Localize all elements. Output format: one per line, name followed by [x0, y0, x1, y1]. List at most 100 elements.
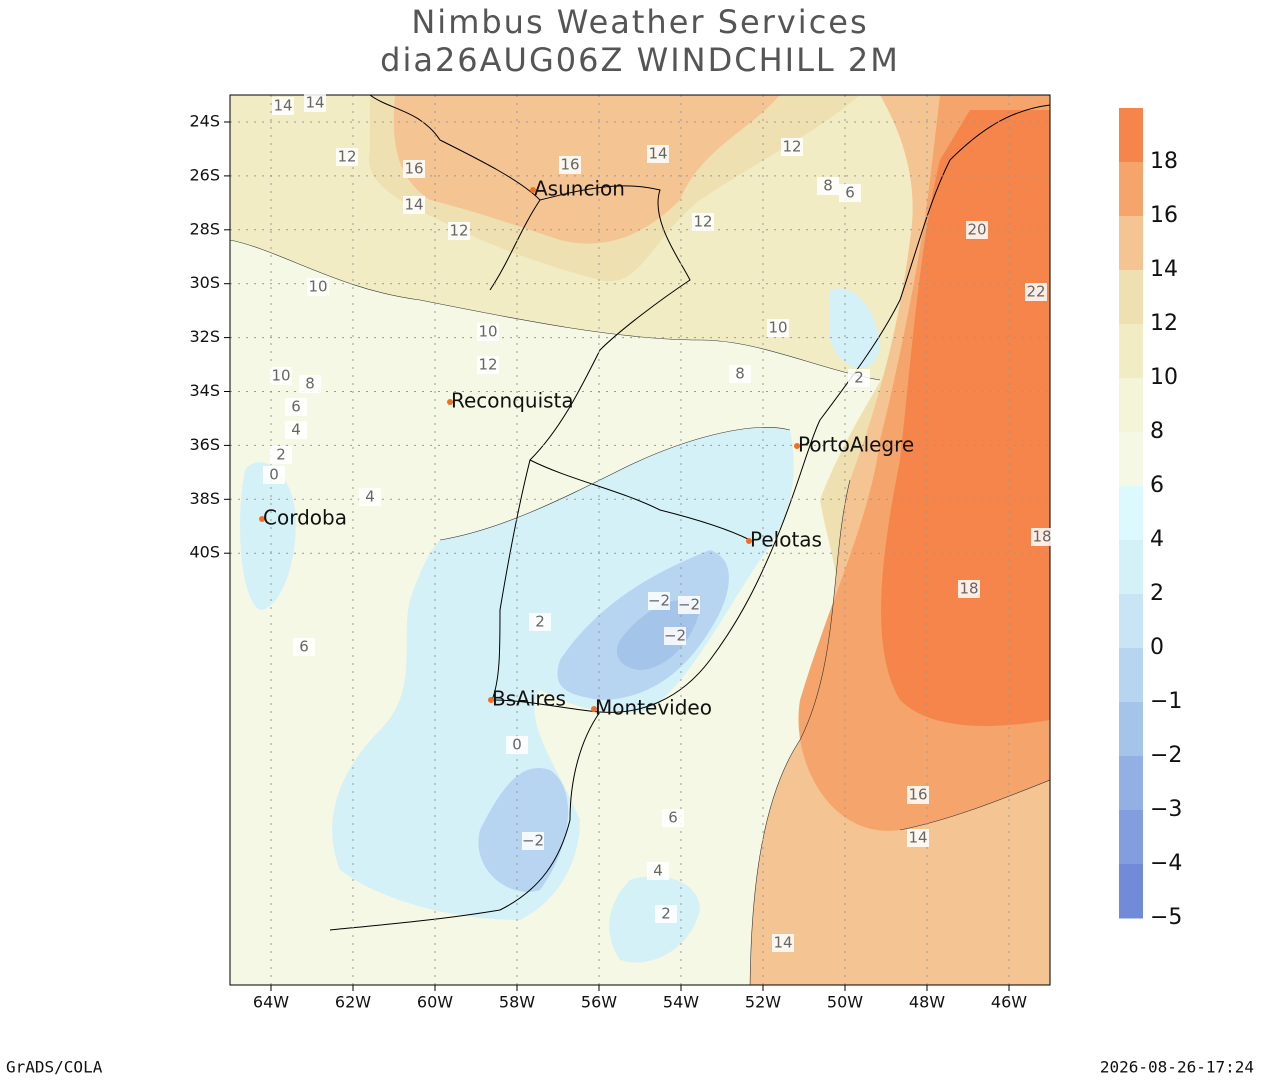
city-label: Cordoba [263, 506, 347, 530]
contour-label-bg [1025, 283, 1047, 301]
contour-label-bg [817, 177, 839, 195]
contour-label: 18 [959, 580, 978, 598]
city-marker [488, 697, 494, 703]
contour-label: 2 [276, 446, 286, 464]
contour-label: 2 [661, 905, 671, 923]
field-cordoba [240, 462, 296, 610]
city-marker [447, 399, 453, 405]
contour-label: 10 [478, 323, 497, 341]
lon-tick-label: 64W [253, 993, 289, 1012]
contour-label: 2 [535, 613, 545, 631]
contour-label: 12 [782, 138, 801, 156]
field-south [609, 876, 700, 963]
field-18 [881, 110, 1050, 726]
contour-label: 16 [560, 156, 579, 174]
colorbar-swatch [1119, 486, 1143, 541]
contour-label: 4 [365, 488, 375, 506]
contour-label-bg [403, 196, 425, 214]
city-marker [259, 516, 265, 522]
colorbar-label: −1 [1150, 689, 1182, 714]
contour-label: 4 [653, 862, 663, 880]
city-label: BsAires [492, 687, 566, 711]
contour-label: 12 [478, 356, 497, 374]
colorbar-swatch [1119, 702, 1143, 757]
contour-label-bg [958, 580, 980, 598]
colorbar-label: −4 [1150, 851, 1182, 876]
title: Nimbus Weather Services [411, 3, 868, 41]
contour-label-bg [477, 356, 499, 374]
contour-label-bg [285, 398, 307, 416]
border [369, 95, 541, 291]
city-label: Pelotas [750, 528, 822, 552]
contour-label-bg [477, 323, 499, 341]
contour-label: 8 [305, 375, 315, 393]
colorbar-swatch [1119, 432, 1143, 487]
field-neg3 [478, 768, 569, 892]
colorbar-label: 12 [1150, 311, 1178, 336]
contour-label: 14 [908, 829, 927, 847]
footer-right: 2026-08-26-17:24 [1100, 1058, 1254, 1077]
contour-label: 6 [668, 809, 678, 827]
contour-label: 8 [735, 365, 745, 383]
colorbar-label: −3 [1150, 797, 1182, 822]
contour-label-bg [767, 319, 789, 337]
lat-tick-label: 24S [189, 112, 220, 131]
lon-tick-label: 48W [909, 993, 945, 1012]
field-neg2 [616, 600, 700, 670]
contour-label: 16 [404, 160, 423, 178]
city-marker [530, 187, 536, 193]
contour-label-bg [664, 627, 686, 645]
contour-label-bg [839, 184, 861, 202]
contour-label: 4 [291, 421, 301, 439]
border [529, 459, 751, 541]
contour-label-bg [647, 145, 669, 163]
colorbar-swatch [1119, 270, 1143, 325]
colorbar-label: 4 [1150, 527, 1164, 552]
colorbar-swatch [1119, 594, 1143, 649]
contour-label: 10 [768, 319, 787, 337]
contour-label: −2 [648, 592, 670, 610]
colorbar-swatch [1119, 648, 1143, 703]
city-marker [746, 538, 752, 544]
colorbar-label: −2 [1150, 743, 1182, 768]
colorbar-label: 16 [1150, 203, 1178, 228]
lon-tick-label: 52W [745, 993, 781, 1012]
contour-label: 10 [308, 278, 327, 296]
colorbar-label: 8 [1150, 419, 1164, 444]
field-14 [393, 95, 780, 244]
coast [491, 104, 1050, 713]
contour-label-bg [506, 736, 528, 754]
city-marker [591, 706, 597, 712]
contour-label: 20 [967, 221, 986, 239]
coast [329, 711, 601, 931]
contour-label: 14 [648, 145, 667, 163]
lon-tick-label: 46W [991, 993, 1027, 1012]
contour-label: 2 [854, 369, 864, 387]
lat-tick-label: 26S [189, 165, 220, 184]
borders [329, 95, 1050, 931]
colorbar-label: 18 [1150, 149, 1178, 174]
colorbar-swatch [1119, 378, 1143, 433]
contour-label-bg [907, 829, 929, 847]
contour [439, 427, 791, 541]
contour-label-bg [336, 148, 358, 166]
city-label: Reconquista [451, 389, 574, 413]
colorbar-swatch [1119, 756, 1143, 811]
lat-tick-label: 40S [189, 543, 220, 562]
contour-label-bg [529, 613, 551, 631]
lat-tick-label: 38S [189, 489, 220, 508]
contour-label: 14 [273, 97, 292, 115]
lon-tick-label: 54W [663, 993, 699, 1012]
contour-label: 6 [845, 184, 855, 202]
contour-label-bg [359, 488, 381, 506]
contour-label: 18 [1032, 528, 1051, 546]
city-label: PortoAlegre [798, 433, 914, 457]
lat-tick-label: 36S [189, 435, 220, 454]
contour-label: 6 [291, 398, 301, 416]
contour-label-bg [772, 934, 794, 952]
map-field [230, 95, 1050, 985]
colorbar-label: 14 [1150, 257, 1178, 282]
contour-label-bg [729, 365, 751, 383]
colorbar-swatch [1119, 324, 1143, 379]
